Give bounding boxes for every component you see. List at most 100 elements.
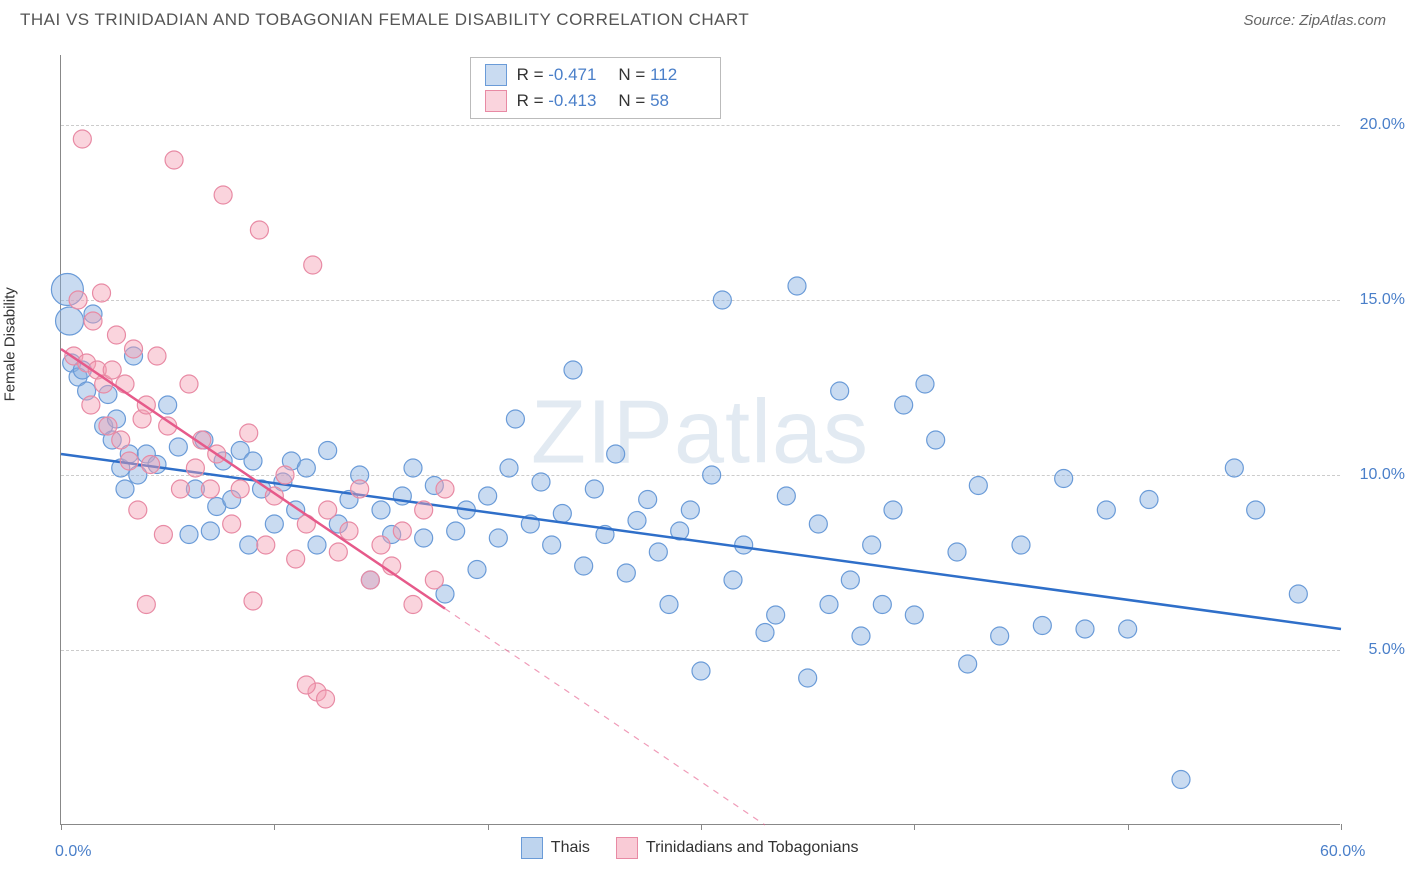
- data-point: [863, 536, 881, 554]
- chart-container: Female Disability ZIPatlas 5.0%10.0%15.0…: [20, 35, 1380, 865]
- data-point: [617, 564, 635, 582]
- data-point: [841, 571, 859, 589]
- data-point: [404, 459, 422, 477]
- data-point: [895, 396, 913, 414]
- data-point: [69, 291, 87, 309]
- data-point: [564, 361, 582, 379]
- data-point: [201, 480, 219, 498]
- legend-stats: R = -0.471 N = 112: [517, 65, 706, 85]
- data-point: [703, 466, 721, 484]
- data-point: [231, 480, 249, 498]
- data-point: [129, 501, 147, 519]
- source-attribution: Source: ZipAtlas.com: [1243, 12, 1386, 29]
- data-point: [1225, 459, 1243, 477]
- legend-swatch: [485, 90, 507, 112]
- data-point: [820, 596, 838, 614]
- data-point: [959, 655, 977, 673]
- data-point: [1289, 585, 1307, 603]
- data-point: [319, 442, 337, 460]
- data-point: [107, 326, 125, 344]
- data-point: [214, 186, 232, 204]
- legend-swatch: [485, 64, 507, 86]
- data-point: [186, 459, 204, 477]
- data-point: [361, 571, 379, 589]
- data-point: [304, 256, 322, 274]
- data-point: [991, 627, 1009, 645]
- data-point: [120, 452, 138, 470]
- data-point: [180, 526, 198, 544]
- data-point: [649, 543, 667, 561]
- data-point: [240, 536, 258, 554]
- data-point: [1076, 620, 1094, 638]
- data-point: [82, 396, 100, 414]
- data-point: [788, 277, 806, 295]
- data-point: [404, 596, 422, 614]
- data-point: [257, 536, 275, 554]
- data-point: [297, 676, 315, 694]
- data-point: [756, 624, 774, 642]
- data-point: [735, 536, 753, 554]
- chart-svg: [61, 55, 1341, 825]
- y-axis-label: Female Disability: [2, 287, 19, 401]
- data-point: [1055, 470, 1073, 488]
- plot-area: 5.0%10.0%15.0%20.0%: [60, 55, 1340, 825]
- data-point: [276, 466, 294, 484]
- data-point: [393, 522, 411, 540]
- data-point: [372, 501, 390, 519]
- y-tick-label: 5.0%: [1369, 641, 1405, 659]
- data-point: [1140, 491, 1158, 509]
- data-point: [1172, 771, 1190, 789]
- y-tick-label: 10.0%: [1360, 466, 1405, 484]
- x-tick: [1341, 824, 1342, 830]
- data-point: [73, 130, 91, 148]
- data-point: [543, 536, 561, 554]
- data-point: [308, 536, 326, 554]
- data-point: [93, 284, 111, 302]
- data-point: [506, 410, 524, 428]
- correlation-legend: R = -0.471 N = 112R = -0.413 N = 58: [470, 57, 721, 119]
- data-point: [681, 501, 699, 519]
- data-point: [142, 456, 160, 474]
- data-point: [154, 526, 172, 544]
- data-point: [415, 501, 433, 519]
- data-point: [639, 491, 657, 509]
- data-point: [372, 536, 390, 554]
- data-point: [265, 515, 283, 533]
- data-point: [84, 312, 102, 330]
- data-point: [447, 522, 465, 540]
- data-point: [927, 431, 945, 449]
- y-tick-label: 15.0%: [1360, 291, 1405, 309]
- data-point: [905, 606, 923, 624]
- data-point: [340, 522, 358, 540]
- data-point: [777, 487, 795, 505]
- data-point: [351, 480, 369, 498]
- data-point: [244, 592, 262, 610]
- data-point: [1119, 620, 1137, 638]
- data-point: [297, 459, 315, 477]
- data-point: [159, 396, 177, 414]
- legend-label: Thais: [551, 839, 590, 857]
- data-point: [692, 662, 710, 680]
- legend-swatch: [616, 837, 638, 859]
- data-point: [165, 151, 183, 169]
- data-point: [468, 561, 486, 579]
- data-point: [500, 459, 518, 477]
- data-point: [329, 543, 347, 561]
- data-point: [125, 340, 143, 358]
- data-point: [116, 480, 134, 498]
- data-point: [607, 445, 625, 463]
- data-point: [250, 221, 268, 239]
- data-point: [479, 487, 497, 505]
- data-point: [317, 690, 335, 708]
- data-point: [103, 361, 121, 379]
- data-point: [852, 627, 870, 645]
- data-point: [660, 596, 678, 614]
- data-point: [884, 501, 902, 519]
- data-point: [171, 480, 189, 498]
- data-point: [319, 501, 337, 519]
- data-point: [425, 571, 443, 589]
- data-point: [489, 529, 507, 547]
- y-tick-label: 20.0%: [1360, 116, 1405, 134]
- data-point: [532, 473, 550, 491]
- data-point: [244, 452, 262, 470]
